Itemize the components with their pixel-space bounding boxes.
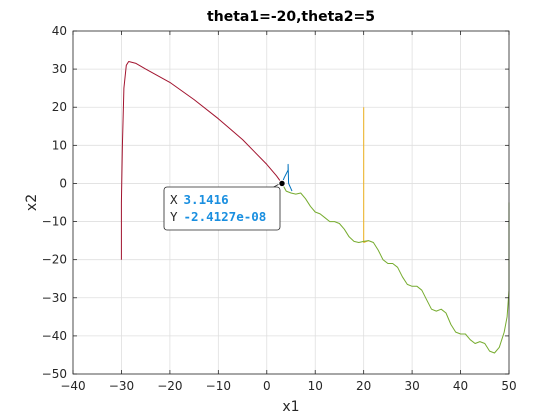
x-tick-label: 40	[453, 379, 468, 393]
y-tick-label: 30	[52, 62, 67, 76]
series-line-3	[363, 107, 369, 243]
datatip-box	[163, 186, 281, 231]
datatip-x-value: 3.1416	[184, 192, 229, 207]
x-tick-label: 50	[501, 379, 516, 393]
series-line-1	[281, 163, 293, 192]
x-tick-label: 10	[308, 379, 323, 393]
y-tick-label: −50	[42, 367, 67, 381]
datatip-y-value: -2.4127e-08	[184, 209, 267, 224]
x-tick-label: −10	[206, 379, 231, 393]
series-line-4	[281, 183, 510, 354]
y-tick-label: 20	[52, 100, 67, 114]
series-line-2	[120, 61, 283, 260]
datatip-y-row: Y -2.4127e-08	[170, 209, 266, 224]
y-tick-label: −20	[42, 253, 67, 267]
datatip-marker[interactable]	[278, 179, 286, 188]
y-tick-label: −10	[42, 215, 67, 229]
y-tick-labels: −50 −40 −30 −20 −10 0 10 20 30 40	[42, 24, 67, 381]
x-tick-label: −20	[157, 379, 182, 393]
x-tick-label: −30	[109, 379, 134, 393]
y-tick-label: −30	[42, 291, 67, 305]
axes-box	[72, 30, 510, 375]
datatip[interactable]: X 3.1416 Y -2.4127e-08	[163, 179, 286, 231]
y-tick-label: −40	[42, 329, 67, 343]
y-tick-label: 40	[52, 24, 67, 38]
chart-title: theta1=-20,theta2=5	[207, 9, 375, 25]
plot-area[interactable]	[73, 31, 509, 374]
y-tick-label: 10	[52, 138, 67, 152]
series-group	[120, 61, 510, 354]
y-axis-label: x2	[24, 194, 40, 211]
ticks	[72, 30, 510, 375]
x-tick-label: 30	[404, 379, 419, 393]
datatip-y-label: Y	[170, 209, 178, 224]
x-tick-labels: −40 −30 −20 −10 0 10 20 30 40 50	[60, 379, 516, 393]
datatip-x-label: X	[170, 192, 178, 207]
x-tick-label: 0	[263, 379, 271, 393]
y-tick-label: 0	[59, 176, 67, 190]
x-tick-label: 20	[356, 379, 371, 393]
x-tick-label: −40	[60, 379, 85, 393]
datatip-x-row: X 3.1416	[170, 192, 229, 207]
x-axis-label: x1	[282, 399, 299, 415]
